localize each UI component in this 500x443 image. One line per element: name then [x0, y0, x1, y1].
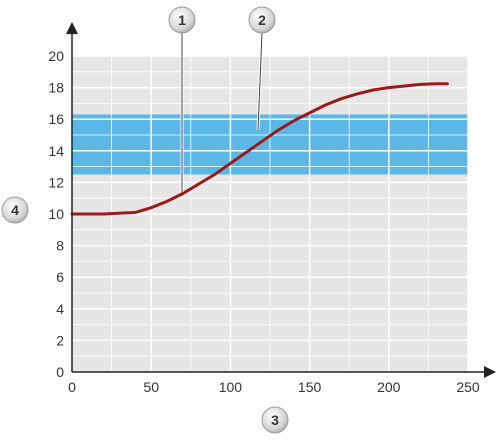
y-tick-label: 10: [48, 206, 64, 222]
y-tick-label: 2: [56, 332, 64, 348]
y-tick-label: 18: [48, 80, 64, 96]
x-tick-label: 150: [298, 379, 322, 395]
callout-bubble: [1, 196, 29, 224]
plot-area: [70, 55, 469, 372]
callout-bubble: [248, 6, 276, 34]
y-tick-label: 16: [48, 111, 64, 127]
series-line: [70, 82, 449, 216]
callout-leader: [257, 32, 263, 131]
x-tick-label: 50: [143, 379, 159, 395]
callout-label: 2: [258, 12, 266, 28]
x-tick-label: 100: [219, 379, 243, 395]
callout-label: 1: [178, 12, 186, 28]
y-tick-label: 12: [48, 174, 64, 190]
x-tick-label: 200: [377, 379, 401, 395]
y-tick-label: 14: [48, 143, 64, 159]
callout-bubble: [261, 406, 289, 434]
y-tick-label: 0: [56, 364, 64, 380]
callouts: 1 234: [1, 6, 289, 434]
y-tick-label: 4: [56, 301, 64, 317]
x-tick-label: 0: [68, 379, 76, 395]
y-tick-label: 8: [56, 238, 64, 254]
y-tick-label: 20: [48, 48, 64, 64]
y-tick-label: 6: [56, 269, 64, 285]
x-tick-label: 250: [456, 379, 480, 395]
callout-label: 4: [11, 202, 19, 218]
callout-label: 3: [271, 412, 279, 428]
callout-bubble: [168, 6, 196, 34]
